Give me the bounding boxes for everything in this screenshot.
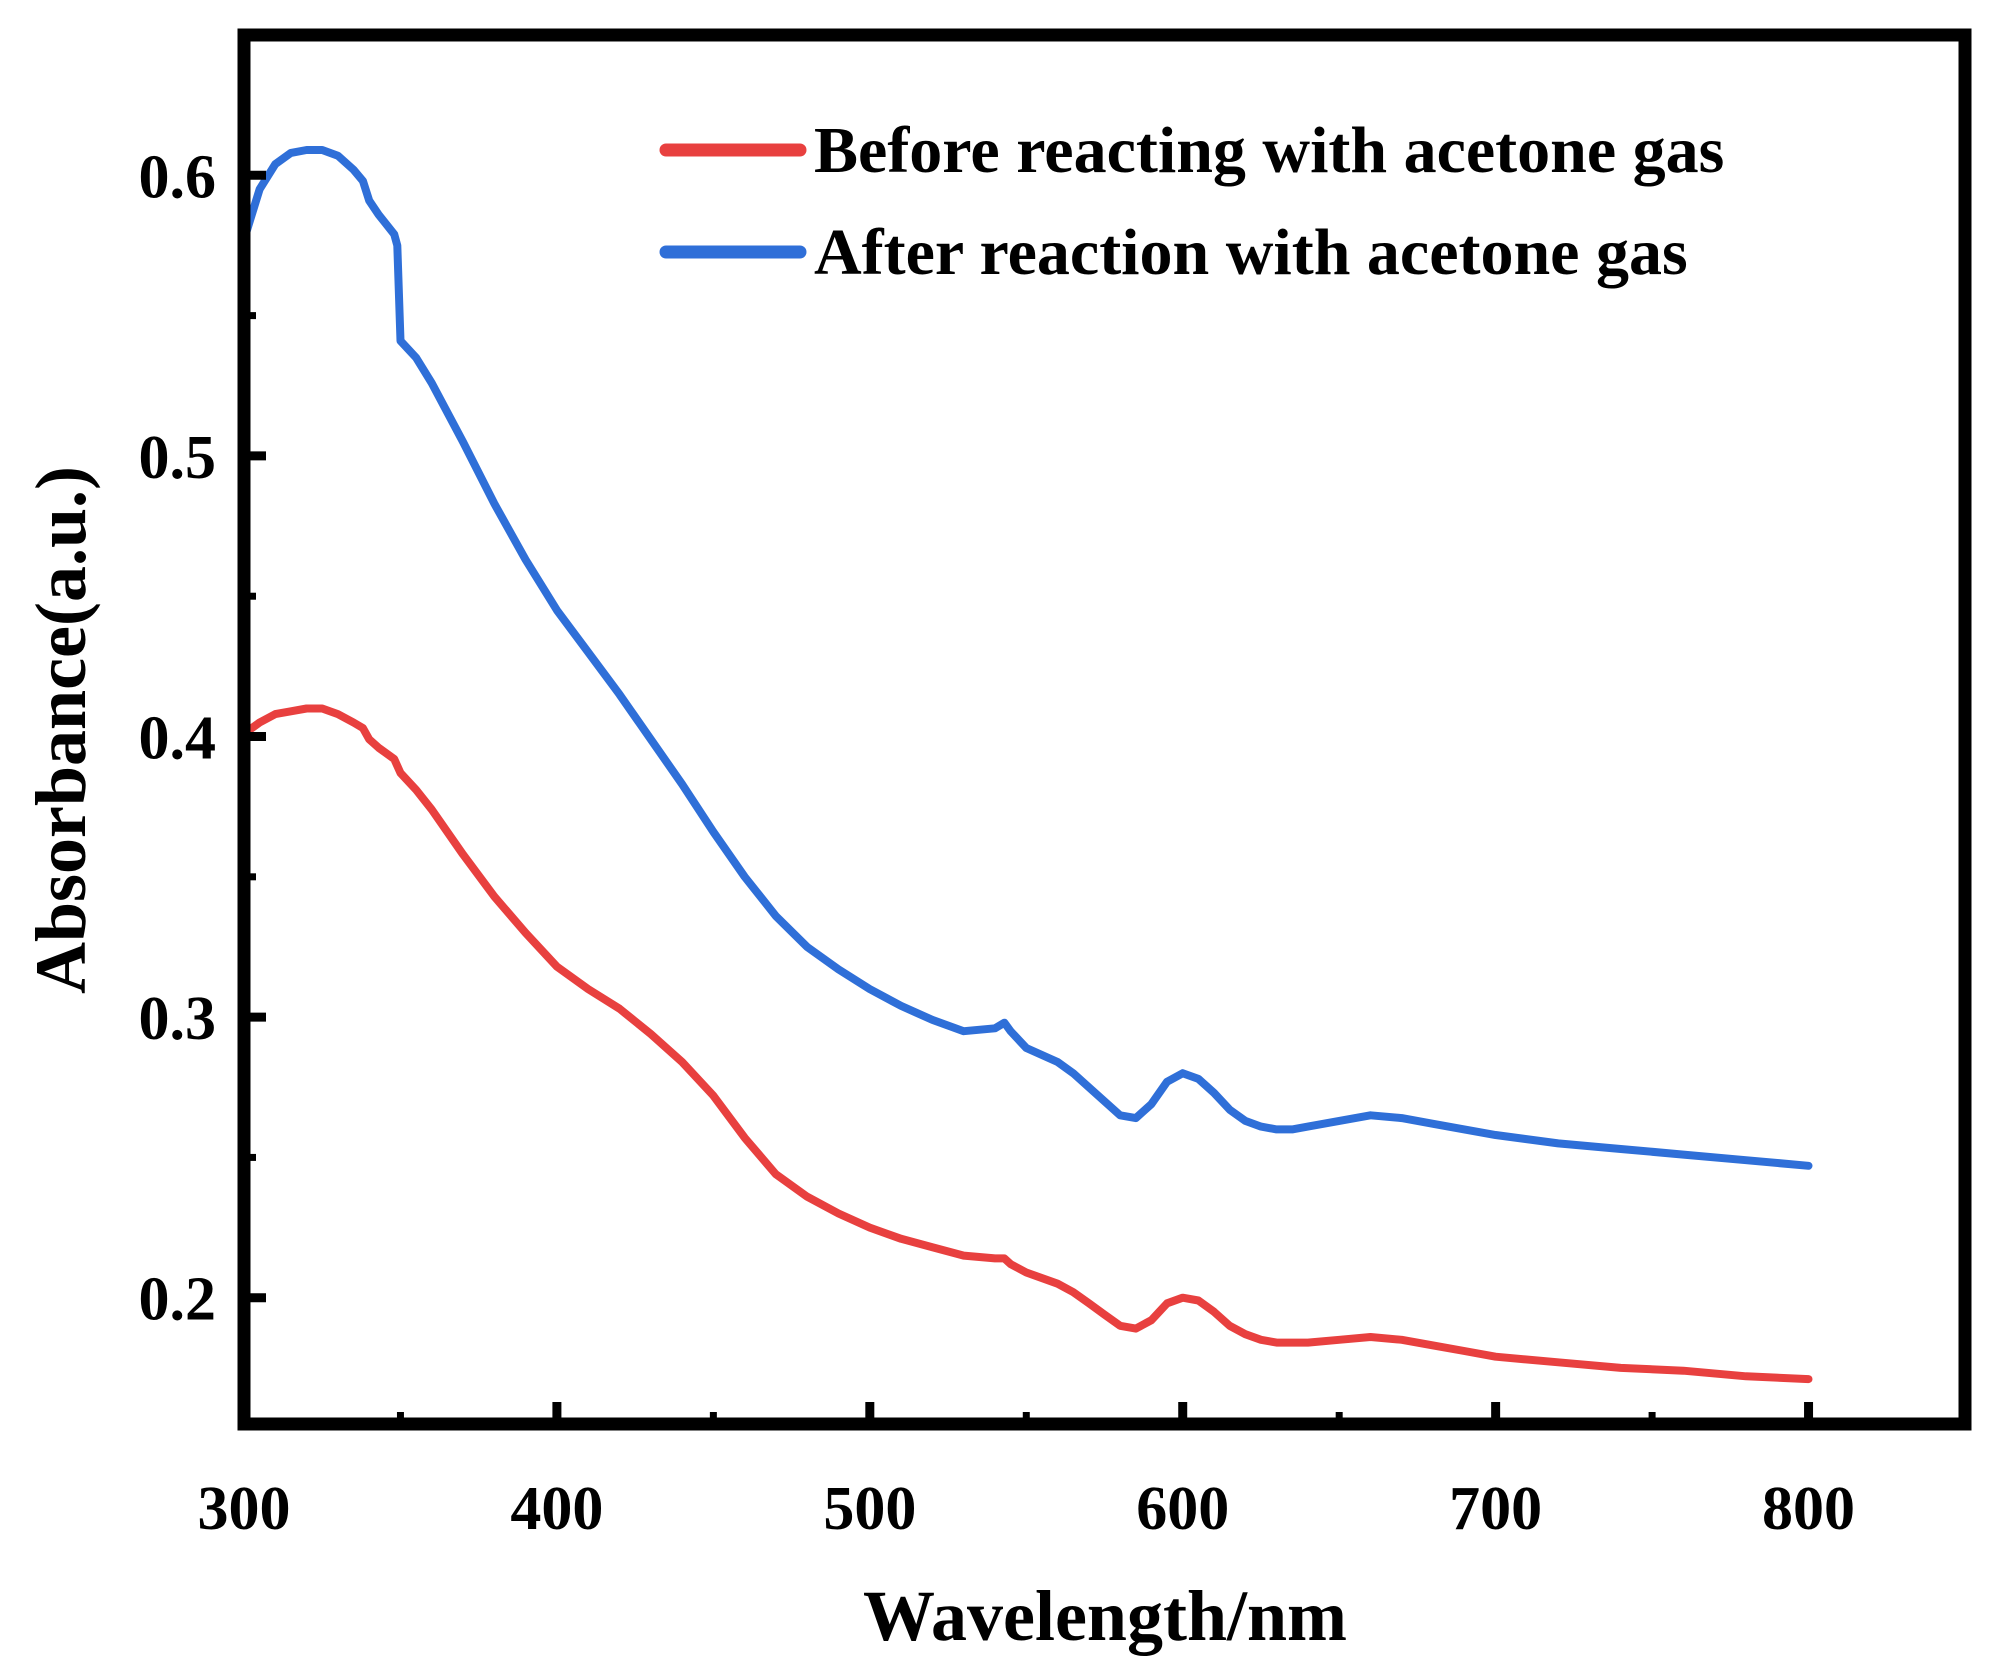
- y-tick-label: 0.5: [139, 424, 217, 492]
- y-tick-label: 0.4: [139, 705, 217, 773]
- x-tick-label: 400: [510, 1475, 603, 1543]
- ticks-layer: [239, 31, 1814, 1424]
- x-tick-label: 800: [1762, 1475, 1855, 1543]
- legend-label-before: Before reacting with acetone gas: [814, 114, 1724, 187]
- plot-frame: [237, 28, 1972, 1431]
- y-tick-label: 0.2: [139, 1266, 217, 1334]
- legend-label-after: After reaction with acetone gas: [814, 216, 1688, 289]
- series-layer: [240, 146, 1813, 1384]
- x-axis-title: Wavelength/nm: [863, 1576, 1347, 1656]
- series-line-1: [240, 146, 1813, 1170]
- y-axis-title: Absorbance(a.u.): [21, 466, 101, 994]
- labels-layer: 300 400 500 600 700 800 0.2 0.3 0.4 0.5 0.6: [139, 143, 1856, 1543]
- y-tick-label: 0.6: [139, 143, 217, 211]
- x-tick-label: 700: [1449, 1475, 1542, 1543]
- x-tick-label: 600: [1136, 1475, 1229, 1543]
- x-tick-label: 300: [198, 1475, 291, 1543]
- legend: Before reacting with acetone gas After r…: [659, 114, 1724, 289]
- series-line-0: [240, 704, 1813, 1384]
- y-tick-label: 0.3: [139, 985, 217, 1053]
- x-tick-label: 500: [823, 1475, 916, 1543]
